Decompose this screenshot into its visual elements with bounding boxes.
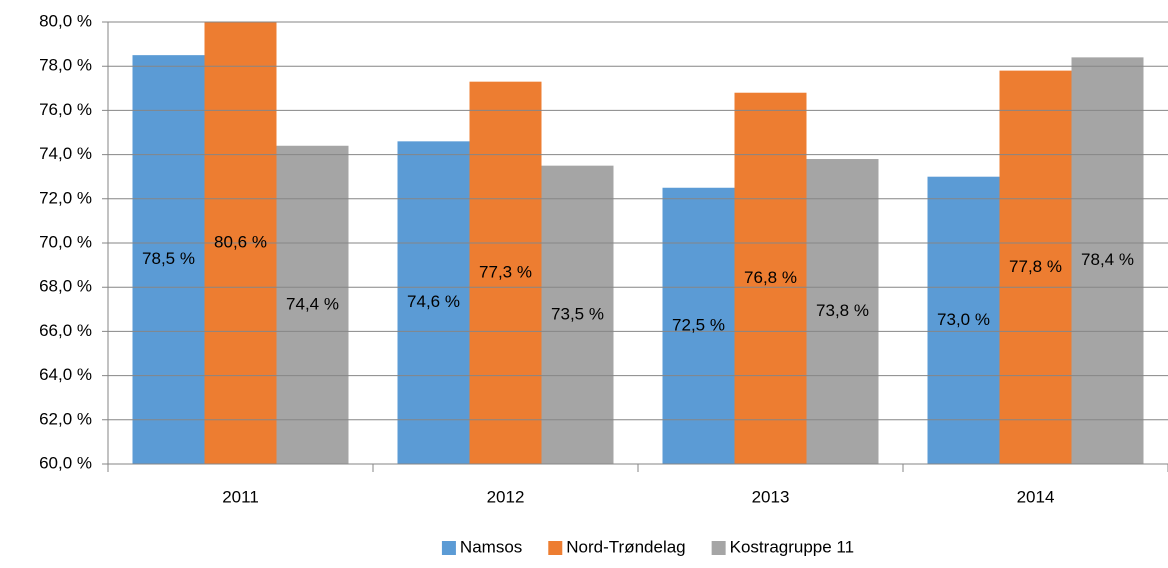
bar (927, 176, 1000, 464)
y-tick-label: 64,0 % (39, 365, 92, 384)
y-tick-label: 72,0 % (39, 188, 92, 207)
legend-swatch (711, 541, 726, 555)
y-tick-label: 68,0 % (39, 277, 92, 296)
y-tick-label: 76,0 % (39, 100, 92, 119)
plot-area (132, 22, 1144, 464)
legend-label: Kostragruppe 11 (730, 537, 854, 556)
bar (662, 187, 735, 464)
y-tick-label: 60,0 % (39, 453, 92, 472)
data-label: 73,8 % (816, 301, 869, 320)
data-label: 73,0 % (937, 310, 990, 329)
bar (397, 141, 470, 464)
bar (541, 165, 614, 464)
legend-swatch (441, 541, 456, 555)
data-label: 74,4 % (286, 294, 339, 313)
data-label: 80,6 % (214, 232, 267, 251)
y-tick-label: 78,0 % (39, 56, 92, 75)
y-tick-label: 80,0 % (39, 11, 92, 30)
x-tick-label: 2011 (222, 487, 259, 506)
x-tick-label: 2014 (1017, 487, 1055, 506)
legend-label: Nord-Trøndelag (566, 537, 685, 556)
bar (999, 70, 1072, 464)
legend-swatch (548, 541, 563, 555)
bar (469, 81, 542, 464)
x-tick-label: 2013 (752, 487, 790, 506)
bar (806, 159, 879, 464)
data-label: 72,5 % (672, 315, 725, 334)
data-label: 78,5 % (142, 249, 195, 268)
y-tick-label: 74,0 % (39, 144, 92, 163)
data-label: 77,3 % (479, 262, 532, 281)
data-label: 77,8 % (1009, 257, 1062, 276)
y-tick-label: 62,0 % (39, 409, 92, 428)
y-tick-label: 66,0 % (39, 321, 92, 340)
x-tick-label: 2012 (487, 487, 525, 506)
legend-label: Namsos (460, 537, 522, 556)
data-label: 73,5 % (551, 304, 604, 323)
y-tick-label: 70,0 % (39, 232, 92, 251)
bar (1071, 57, 1144, 464)
data-label: 74,6 % (407, 292, 460, 311)
bar (132, 55, 205, 464)
data-label: 76,8 % (744, 268, 797, 287)
data-label: 78,4 % (1081, 250, 1134, 269)
